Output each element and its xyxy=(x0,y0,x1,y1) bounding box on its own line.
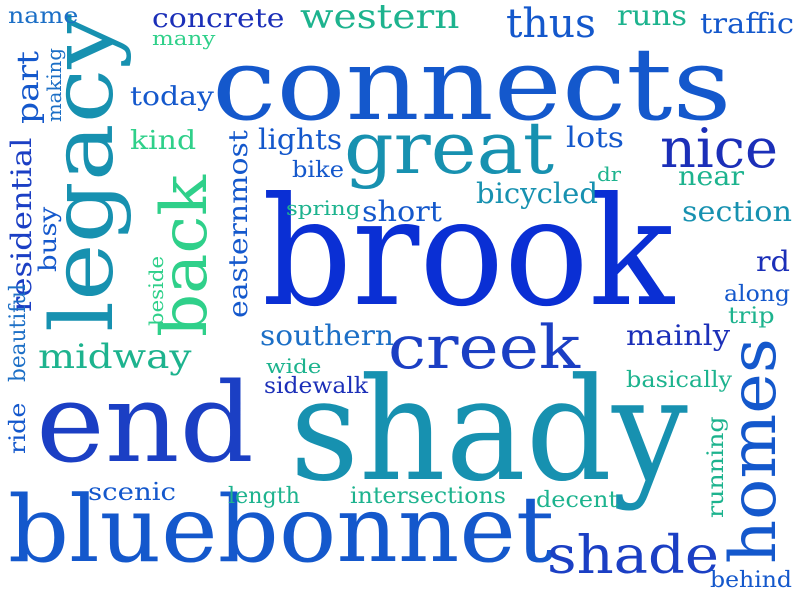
word-midway: midway xyxy=(38,337,192,377)
word-easternmost: easternmost xyxy=(224,130,254,318)
word-creek: creek xyxy=(388,313,581,383)
word-great: great xyxy=(344,106,554,190)
word-shade: shade xyxy=(547,526,720,586)
word-ride: ride xyxy=(6,402,31,454)
word-end: end xyxy=(36,359,254,487)
word-bike: bike xyxy=(292,158,344,183)
word-wide: wide xyxy=(266,354,322,378)
word-busy: busy xyxy=(34,206,62,272)
word-kind: kind xyxy=(130,126,197,156)
word-section: section xyxy=(682,195,792,228)
word-intersections: intersections xyxy=(350,484,506,509)
word-bluebonnet: bluebonnet xyxy=(8,476,555,583)
word-today: today xyxy=(130,82,214,112)
word-making: making xyxy=(42,48,66,122)
word-scenic: scenic xyxy=(88,478,177,506)
word-runs: runs xyxy=(617,0,688,32)
word-length: length xyxy=(228,484,300,509)
word-part: part xyxy=(11,50,46,124)
word-along: along xyxy=(724,282,790,307)
word-mainly: mainly xyxy=(626,319,731,352)
word-name: name xyxy=(8,4,79,29)
word-beautiful: beautiful xyxy=(6,283,31,382)
word-lots: lots xyxy=(566,121,625,154)
word-spring: spring xyxy=(286,196,361,220)
word-brook: brook xyxy=(262,166,675,340)
word-connects: connects xyxy=(212,26,732,143)
word-near: near xyxy=(678,162,745,192)
word-western: western xyxy=(300,0,460,37)
word-trip: trip xyxy=(728,304,775,329)
word-dr: dr xyxy=(597,162,622,186)
word-lights: lights xyxy=(258,123,343,156)
word-traffic: traffic xyxy=(700,7,795,40)
word-running: running xyxy=(704,416,729,518)
word-shady: shady xyxy=(290,348,688,513)
word-rd: rd xyxy=(756,245,791,278)
word-decent: decent xyxy=(536,488,619,513)
word-sidewalk: sidewalk xyxy=(264,374,369,399)
word-many: many xyxy=(152,26,216,50)
word-short: short xyxy=(362,195,442,228)
word-behind: behind xyxy=(710,568,792,593)
word-bicycled: bicycled xyxy=(476,177,598,210)
word-concrete: concrete xyxy=(152,4,285,34)
word-nice: nice xyxy=(660,117,779,180)
word-thus: thus xyxy=(506,1,596,47)
word-southern: southern xyxy=(260,319,395,352)
word-beside: beside xyxy=(144,255,168,326)
word-basically: basically xyxy=(626,368,733,393)
